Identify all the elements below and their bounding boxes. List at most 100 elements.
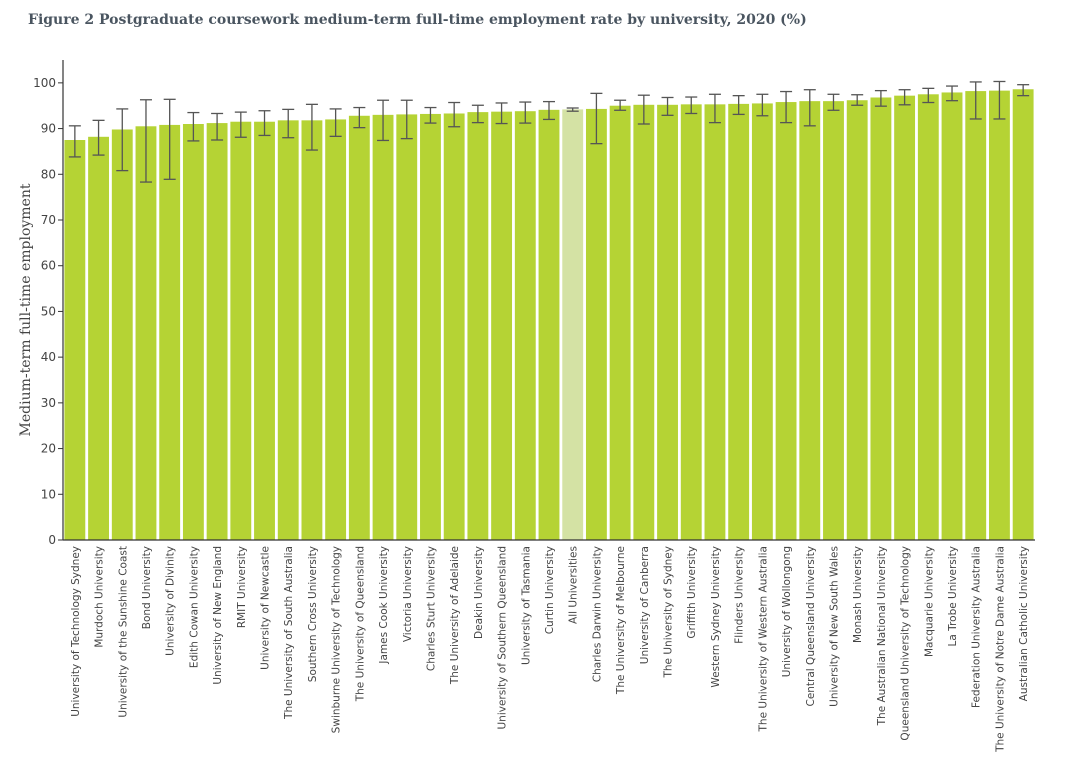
error-bars-group [68, 80, 1030, 183]
bar [846, 100, 868, 540]
y-tick-label: 70 [41, 213, 56, 227]
x-tick-label: The University of Melbourne [615, 546, 627, 695]
y-tick-label: 0 [48, 533, 56, 547]
x-tick-label: La Trobe University [947, 546, 959, 646]
x-tick-label: Macquarie University [923, 546, 935, 657]
bar [514, 111, 536, 540]
bar [562, 109, 584, 540]
bar [609, 105, 631, 540]
x-tick-label: University of Tasmania [520, 546, 532, 665]
bar [372, 114, 394, 540]
x-tick-label: Central Queensland University [805, 546, 817, 707]
y-tick-label: 60 [41, 259, 56, 273]
bar [206, 123, 228, 540]
x-tick-label: All Universities [568, 546, 580, 624]
x-tick-label: Western Sydney University [710, 546, 722, 688]
bar [254, 121, 275, 540]
x-tick-label: The University of Adelaide [449, 546, 461, 685]
x-tick-label: University of New South Wales [828, 546, 840, 707]
bar [277, 120, 299, 540]
x-tick-label: Bond University [141, 546, 153, 629]
bar [1012, 89, 1034, 540]
bar [657, 104, 678, 541]
y-tick-label: 30 [41, 396, 56, 410]
x-tick-label: The University of Notre Dame Australia [994, 546, 1006, 753]
bar [64, 140, 86, 540]
bar [467, 112, 489, 540]
x-tick-label: Edith Cowan University [188, 546, 200, 668]
bar [420, 113, 441, 540]
x-tick-label: Charles Darwin University [591, 546, 603, 682]
x-tick-labels-group: University of Technology Sydney Murdoch U… [70, 546, 1030, 753]
x-tick-label: University of Southern Queensland [497, 546, 509, 730]
x-tick-label: Queensland University of Technology [900, 546, 912, 741]
bar [135, 126, 157, 541]
bar [325, 119, 347, 540]
bar [941, 92, 963, 540]
x-tick-label: James Cook University [378, 546, 390, 665]
x-tick-label: Federation University Australia [971, 546, 983, 708]
bar [538, 109, 560, 540]
bar [894, 95, 916, 541]
chart-title: Figure 2 Postgraduate coursework medium-… [28, 12, 807, 28]
bar [728, 103, 750, 540]
bar [799, 101, 821, 541]
bar [230, 121, 252, 540]
bar [301, 120, 323, 540]
bar [159, 124, 181, 541]
x-tick-label: University of New England [212, 546, 224, 685]
y-ticks-group: 0 10 20 30 40 50 60 70 80 90 100 [33, 76, 63, 547]
x-tick-label: Southern Cross University [307, 546, 319, 682]
x-tick-label: Australian Catholic University [1018, 546, 1030, 701]
x-tick-label: University of Canberra [639, 546, 651, 664]
x-tick-label: University of Newcastle [260, 546, 272, 670]
bar [585, 108, 607, 541]
bar [443, 113, 465, 540]
x-tick-label: The University of Queensland [354, 546, 366, 702]
x-tick-label: The University of South Australia [283, 546, 295, 720]
bar [680, 104, 702, 540]
bar [823, 101, 844, 541]
bar [182, 124, 204, 540]
x-tick-label: Charles Sturt University [425, 546, 437, 671]
bar [491, 111, 513, 541]
x-tick-label: Swinburne University of Technology [331, 546, 343, 733]
y-tick-label: 40 [41, 350, 56, 364]
x-tick-label: Deakin University [473, 546, 485, 639]
bar [989, 90, 1010, 540]
bar [396, 114, 418, 541]
bar [111, 129, 133, 540]
bars-group [64, 89, 1034, 541]
bar [870, 97, 892, 540]
x-tick-label: RMIT University [236, 546, 248, 628]
bar [704, 104, 726, 540]
x-tick-label: University of Technology Sydney [70, 546, 82, 717]
x-tick-label: Griffith University [686, 546, 698, 639]
x-tick-label: University of the Sunshine Coast [117, 546, 129, 718]
y-tick-label: 20 [41, 442, 56, 456]
axes-group [62, 60, 1035, 541]
y-tick-label: 90 [41, 122, 56, 136]
bar [965, 91, 987, 540]
y-tick-label: 50 [41, 304, 56, 318]
x-tick-label: University of Divinity [165, 546, 177, 656]
bar [88, 136, 109, 541]
x-tick-label: The University of Sydney [663, 546, 675, 679]
x-tick-label: Flinders University [734, 546, 746, 644]
bar [775, 102, 797, 541]
y-axis-title: Medium-term full-time employment [18, 183, 34, 436]
x-tick-label: Murdoch University [94, 546, 106, 648]
x-tick-label: The Australian National University [876, 546, 888, 726]
y-tick-label: 10 [41, 487, 56, 501]
x-tick-label: University of Wollongong [781, 546, 793, 677]
bar [751, 103, 773, 540]
x-tick-label: Monash University [852, 546, 864, 643]
y-tick-label: 80 [41, 167, 56, 181]
bar [633, 104, 655, 541]
bar [917, 94, 939, 541]
bar [348, 115, 370, 541]
x-tick-label: Victoria University [402, 546, 414, 642]
x-tick-label: Curtin University [544, 546, 556, 634]
x-tick-label: The University of Western Australia [757, 546, 769, 732]
